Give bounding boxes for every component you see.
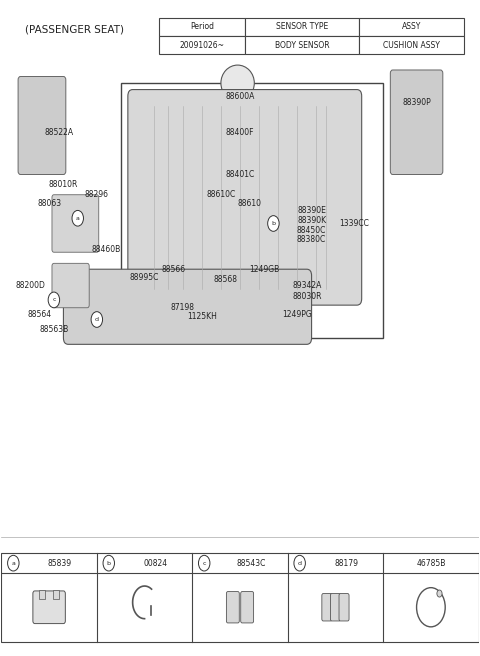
- Bar: [1, 554, 479, 642]
- Text: 88390P: 88390P: [402, 98, 431, 107]
- Text: c: c: [203, 561, 206, 565]
- Text: 88401C: 88401C: [226, 170, 254, 179]
- Bar: [245, 18, 360, 36]
- Text: b: b: [271, 221, 276, 226]
- Text: 88563B: 88563B: [39, 325, 69, 334]
- Text: 88460B: 88460B: [92, 245, 121, 254]
- Text: 1249GB: 1249GB: [249, 265, 279, 274]
- Text: 1125KH: 1125KH: [187, 312, 217, 321]
- Text: 88610: 88610: [238, 199, 262, 209]
- FancyBboxPatch shape: [227, 592, 240, 623]
- Text: 88400F: 88400F: [226, 127, 254, 136]
- FancyBboxPatch shape: [52, 263, 89, 308]
- Text: 88568: 88568: [214, 274, 238, 283]
- Text: b: b: [107, 561, 111, 565]
- Circle shape: [437, 590, 442, 597]
- Text: 88063: 88063: [37, 199, 61, 209]
- Text: 85839: 85839: [48, 559, 72, 567]
- Text: d: d: [298, 561, 301, 565]
- Text: 88179: 88179: [334, 559, 358, 567]
- Text: (PASSENGER SEAT): (PASSENGER SEAT): [25, 24, 124, 34]
- Circle shape: [48, 292, 60, 308]
- Text: 88543C: 88543C: [236, 559, 265, 567]
- FancyBboxPatch shape: [240, 592, 253, 623]
- Ellipse shape: [221, 65, 254, 101]
- Text: 46785B: 46785B: [416, 559, 445, 567]
- Circle shape: [91, 312, 103, 327]
- Text: 88600A: 88600A: [225, 92, 255, 100]
- Circle shape: [199, 556, 210, 571]
- Text: 88200D: 88200D: [15, 281, 45, 290]
- Text: 1249PG: 1249PG: [282, 310, 312, 319]
- Bar: [159, 18, 245, 36]
- Text: 87198: 87198: [171, 302, 195, 312]
- Text: 88030R: 88030R: [292, 292, 322, 301]
- Text: 88390K: 88390K: [297, 216, 326, 225]
- Circle shape: [72, 211, 84, 226]
- Text: 88450C: 88450C: [297, 226, 326, 234]
- Text: 88522A: 88522A: [44, 127, 73, 136]
- Text: 88564: 88564: [27, 310, 52, 319]
- Circle shape: [268, 216, 279, 232]
- Text: 88296: 88296: [85, 190, 109, 199]
- FancyBboxPatch shape: [322, 594, 332, 621]
- Text: 88010R: 88010R: [49, 180, 78, 189]
- Bar: [39, 590, 45, 600]
- FancyBboxPatch shape: [18, 77, 66, 174]
- Bar: [360, 18, 464, 36]
- Circle shape: [8, 556, 19, 571]
- FancyBboxPatch shape: [390, 70, 443, 174]
- Text: 88566: 88566: [161, 265, 185, 274]
- Text: CUSHION ASSY: CUSHION ASSY: [384, 41, 440, 50]
- Text: ASSY: ASSY: [402, 22, 421, 31]
- FancyBboxPatch shape: [33, 591, 65, 624]
- Text: 20091026~: 20091026~: [180, 41, 224, 50]
- Bar: [245, 36, 360, 54]
- Text: 1339CC: 1339CC: [339, 219, 370, 228]
- Circle shape: [103, 556, 115, 571]
- Bar: [159, 36, 245, 54]
- Text: 89342A: 89342A: [292, 281, 322, 290]
- Text: 88610C: 88610C: [206, 190, 236, 199]
- FancyBboxPatch shape: [339, 594, 349, 621]
- Bar: [360, 36, 464, 54]
- Text: a: a: [12, 561, 15, 565]
- Text: d: d: [95, 317, 99, 322]
- Text: a: a: [76, 216, 80, 221]
- Circle shape: [294, 556, 305, 571]
- FancyBboxPatch shape: [63, 269, 312, 344]
- Text: 88380C: 88380C: [297, 236, 326, 244]
- Text: 88390E: 88390E: [297, 206, 326, 215]
- FancyBboxPatch shape: [128, 90, 362, 305]
- FancyBboxPatch shape: [330, 594, 340, 621]
- Text: c: c: [52, 297, 56, 302]
- Text: 00824: 00824: [143, 559, 168, 567]
- Bar: [53, 590, 59, 600]
- Text: Period: Period: [190, 22, 214, 31]
- FancyBboxPatch shape: [52, 195, 99, 252]
- Bar: [120, 83, 383, 338]
- Text: SENSOR TYPE: SENSOR TYPE: [276, 22, 328, 31]
- Text: 88995C: 88995C: [130, 272, 159, 281]
- Text: BODY SENSOR: BODY SENSOR: [275, 41, 329, 50]
